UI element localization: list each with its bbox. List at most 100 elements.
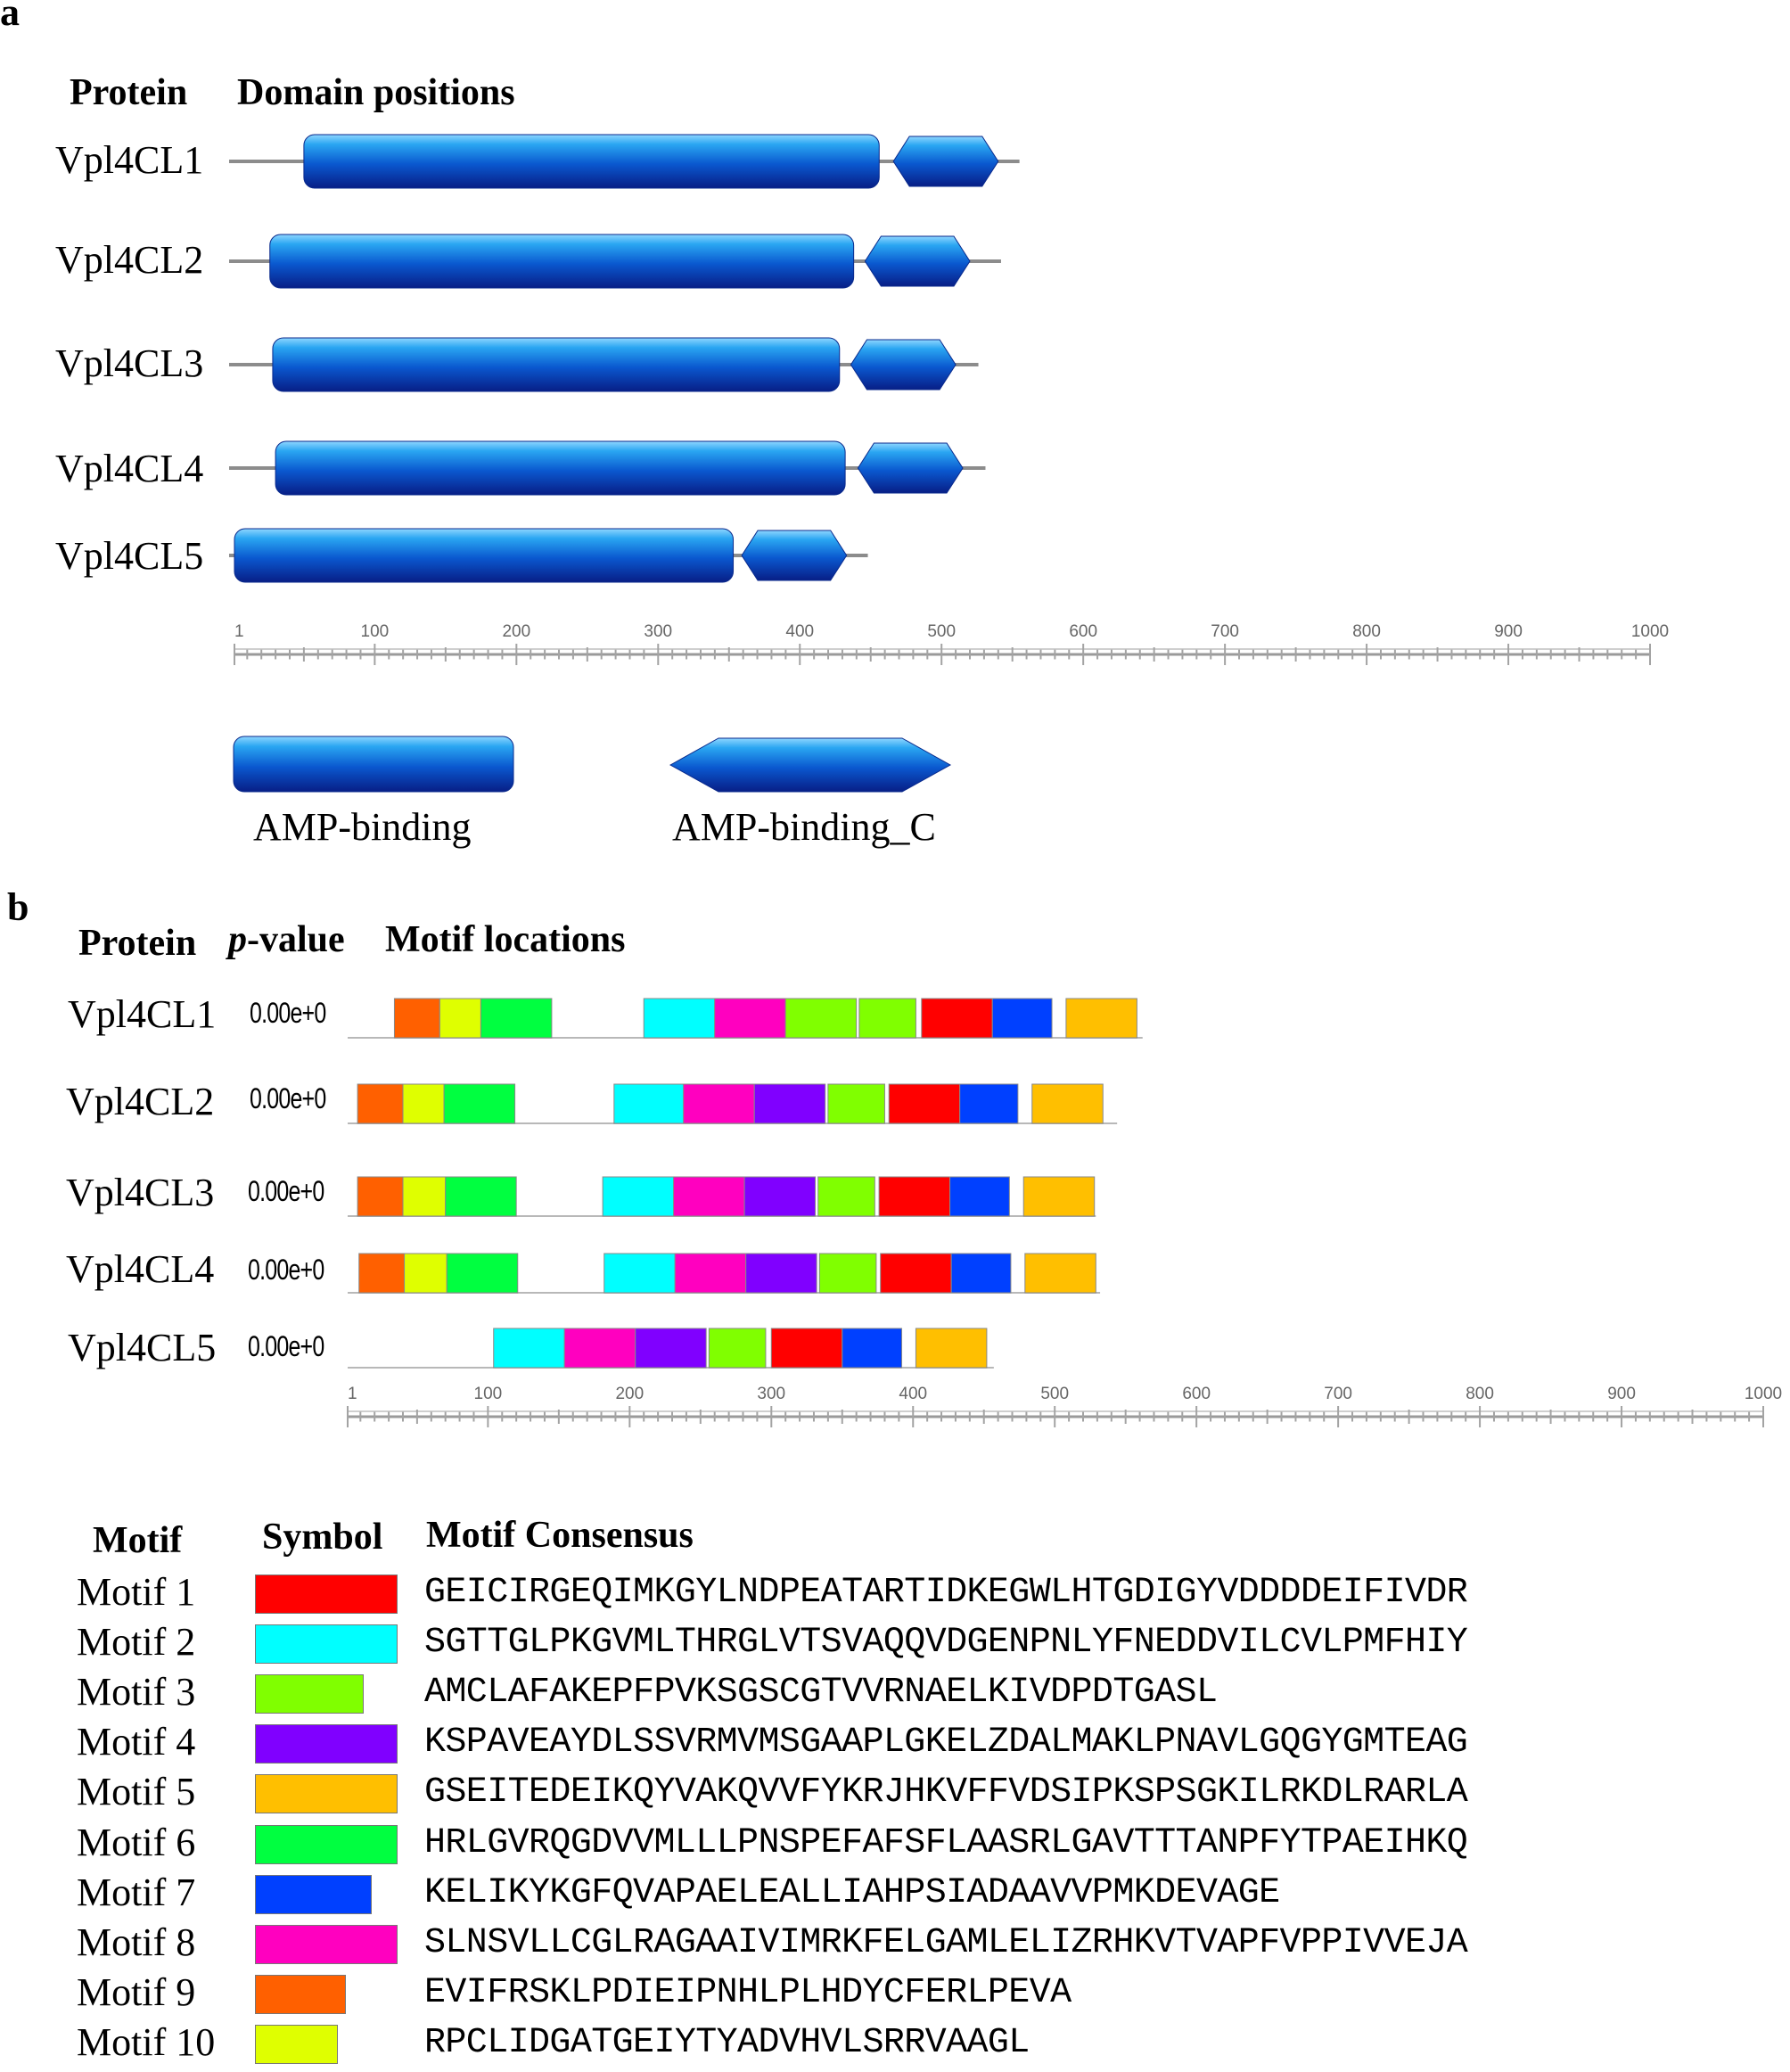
motif-3-block xyxy=(858,998,916,1039)
panel-b-protein-header: Protein xyxy=(78,923,197,964)
motif-5-block xyxy=(915,1328,988,1369)
amp-binding-c-domain xyxy=(857,442,964,494)
motif-5-symbol xyxy=(255,1774,398,1814)
motif-6-block xyxy=(443,1083,516,1124)
panel-b-pvalue: 0.00e+0 xyxy=(248,1254,324,1286)
motif-9-block xyxy=(357,1176,404,1217)
motif-table-motif-header: Motif xyxy=(93,1520,183,1561)
legend-amp-binding-symbol xyxy=(233,736,514,793)
panel-b-axis-tick-label: 900 xyxy=(1607,1385,1636,1403)
panel-b-axis-tick-label: 300 xyxy=(757,1385,785,1403)
amp-binding-domain xyxy=(275,440,846,496)
panel-a-protein-name: Vpl4CL4 xyxy=(55,447,204,490)
legend-amp-binding-c-label: AMP-binding_C xyxy=(672,805,936,849)
amp-binding-c-domain xyxy=(864,235,971,287)
motif-1-block xyxy=(888,1083,961,1124)
motif-2-block xyxy=(643,998,716,1039)
motif-10-block xyxy=(402,1083,445,1124)
panel-a-axis-tick-label: 400 xyxy=(785,622,814,641)
panel-a-protein-header: Protein xyxy=(70,72,188,113)
motif-6-block xyxy=(445,1176,517,1217)
panel-b-axis-tick-label: 700 xyxy=(1324,1385,1352,1403)
motif-1-block xyxy=(880,1253,952,1294)
panel-b-axis-tick-label: 100 xyxy=(474,1385,503,1403)
panel-b-pvalue: 0.00e+0 xyxy=(250,997,326,1029)
amp-binding-domain xyxy=(303,134,880,189)
motif-1-block xyxy=(878,1176,951,1217)
panel-b-axis-tick-label: 400 xyxy=(899,1385,927,1403)
motif-consensus: GEICIRGEQIMKGYLNDPEATARTIDKEGWLHTGDIGYVD… xyxy=(424,1573,1468,1613)
motif-10-block xyxy=(402,1176,447,1217)
panel-b-pvalue: 0.00e+0 xyxy=(250,1082,326,1114)
motif-9-block xyxy=(357,1083,404,1124)
amp-binding-domain xyxy=(234,528,735,583)
motif-table-consensus-header: Motif Consensus xyxy=(426,1515,694,1556)
motif-label: Motif 9 xyxy=(77,1969,196,2014)
motif-3-block xyxy=(818,1253,877,1294)
motif-2-block xyxy=(602,1176,675,1217)
panel-a-domain-header: Domain positions xyxy=(237,72,515,113)
panel-a-label: a xyxy=(0,0,20,34)
motif-consensus: KSPAVEAYDLSSVRMVMSGAAPLGKELZDALMAKLPNAVL… xyxy=(424,1723,1468,1764)
amp-binding-c-domain xyxy=(850,339,957,391)
panel-a-protein-name: Vpl4CL3 xyxy=(55,341,204,385)
panel-a-protein-name: Vpl4CL5 xyxy=(55,534,204,578)
panel-b-axis-tick-label: 200 xyxy=(615,1385,644,1403)
motif-6-block xyxy=(480,998,553,1039)
motif-1-block xyxy=(770,1328,843,1369)
motif-7-block xyxy=(842,1328,903,1369)
motif-2-block xyxy=(613,1083,685,1124)
panel-a-axis-tick-label: 900 xyxy=(1494,622,1523,641)
motif-5-block xyxy=(1022,1176,1096,1217)
motif-label: Motif 2 xyxy=(77,1620,196,1665)
motif-8-symbol xyxy=(255,1924,398,1964)
motif-6-symbol xyxy=(255,1824,398,1864)
panel-b-protein-name: Vpl4CL5 xyxy=(68,1326,217,1369)
panel-a-axis-tick-label: 600 xyxy=(1069,622,1097,641)
motif-consensus: RPCLIDGATGEIYTYADVHVLSRRVAAGL xyxy=(424,2022,1030,2063)
motif-label: Motif 1 xyxy=(77,1570,196,1614)
panel-b-pvalue: 0.00e+0 xyxy=(248,1330,324,1362)
motif-3-block xyxy=(827,1083,885,1124)
panel-b-motif-header: Motif locations xyxy=(385,919,626,960)
motif-10-symbol xyxy=(255,2024,338,2064)
motif-label: Motif 4 xyxy=(77,1720,196,1764)
panel-a-axis-tick-label: 200 xyxy=(502,622,530,641)
panel-b-axis-tick-label: 1 xyxy=(348,1385,357,1403)
motif-label: Motif 10 xyxy=(77,2019,216,2064)
motif-3-symbol xyxy=(255,1674,364,1714)
panel-a-axis-tick-label: 500 xyxy=(927,622,956,641)
motif-7-block xyxy=(959,1083,1019,1124)
motif-table-symbol-header: Symbol xyxy=(262,1517,383,1558)
motif-consensus: HRLGVRQGDVVMLLLPNSPEFAFSFLAASRLGAVTTTANP… xyxy=(424,1822,1468,1863)
motif-7-block xyxy=(991,998,1053,1039)
panel-b-protein-name: Vpl4CL3 xyxy=(66,1171,215,1214)
panel-b-label: b xyxy=(7,885,29,929)
legend-amp-binding-label: AMP-binding xyxy=(253,805,472,849)
motif-label: Motif 7 xyxy=(77,1870,196,1914)
panel-b-axis-tick-label: 1000 xyxy=(1745,1385,1782,1403)
panel-a-protein-name: Vpl4CL2 xyxy=(55,238,204,282)
panel-a-axis-tick-label: 300 xyxy=(644,622,672,641)
motif-9-block xyxy=(393,998,440,1039)
motif-label: Motif 3 xyxy=(77,1670,196,1714)
amp-binding-domain xyxy=(269,234,855,289)
motif-consensus: SGTTGLPKGVMLTHRGLVTSVAQQVDGENPNLYFNEDDVI… xyxy=(424,1623,1468,1664)
motif-5-block xyxy=(1031,1083,1104,1124)
motif-7-block xyxy=(950,1253,1012,1294)
motif-label: Motif 5 xyxy=(77,1770,196,1814)
legend-amp-binding-c-symbol xyxy=(669,737,952,793)
motif-4-block xyxy=(745,1253,817,1294)
amp-binding-c-domain xyxy=(892,136,999,187)
motif-label: Motif 6 xyxy=(77,1820,196,1864)
motif-8-block xyxy=(683,1083,755,1124)
motif-8-block xyxy=(674,1253,747,1294)
panel-b-protein-name: Vpl4CL1 xyxy=(68,992,217,1036)
panel-a-axis-tick-label: 1000 xyxy=(1631,622,1669,641)
motif-9-symbol xyxy=(255,1974,347,2014)
motif-consensus: SLNSVLLCGLRAGAAIVIMRKFELGAMLELIZRHKVTVAP… xyxy=(424,1922,1468,1963)
motif-5-block xyxy=(1065,998,1137,1039)
motif-3-block xyxy=(708,1328,767,1369)
panel-b-axis-tick-label: 500 xyxy=(1040,1385,1069,1403)
